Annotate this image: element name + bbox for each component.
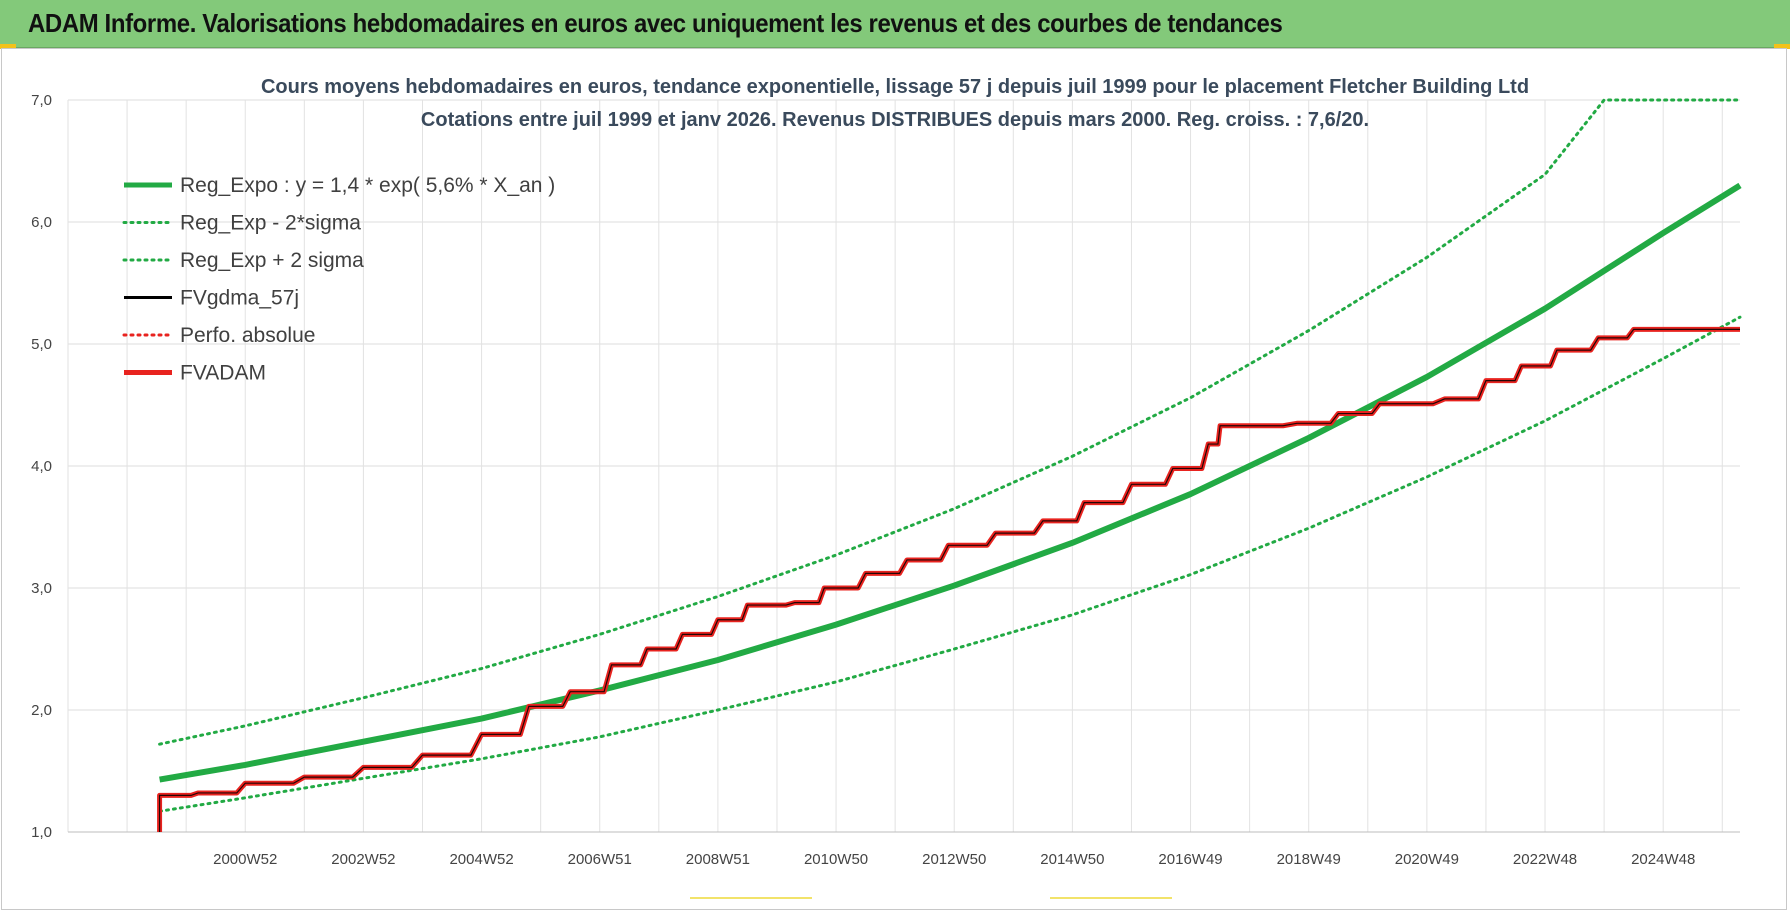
- series-line: [159, 182, 1742, 783]
- chart-subtitle: Cotations entre juil 1999 et janv 2026. …: [421, 109, 1369, 131]
- series-line-overlay: [158, 328, 1740, 832]
- y-tick-label: 4,0: [31, 458, 52, 475]
- chart-grid: [67, 99, 1740, 833]
- x-tick-label: 2000W52: [213, 851, 277, 868]
- series-line: [157, 326, 1740, 832]
- y-tick-label: 6,0: [31, 214, 52, 231]
- x-tick-label: 2020W49: [1395, 851, 1459, 868]
- legend-label: Reg_Exp + 2 sigma: [180, 249, 364, 272]
- legend-label: Perfo. absolue: [180, 324, 315, 347]
- bottom-marker-1: [690, 897, 812, 899]
- legend-label: FVADAM: [180, 362, 266, 385]
- x-tick-label: 2014W50: [1040, 851, 1104, 868]
- x-tick-label: 2012W50: [922, 851, 986, 868]
- y-tick-label: 1,0: [31, 824, 52, 841]
- y-axis-ticks: 1,0 2,0 3,0 4,0 5,0 6,0 7,0: [31, 92, 52, 841]
- x-tick-label: 2022W48: [1513, 851, 1577, 868]
- x-tick-label: 2006W51: [568, 851, 632, 868]
- series-line: [158, 98, 1742, 746]
- bottom-marker-2: [1050, 897, 1172, 899]
- chart-frame: [1, 48, 1787, 910]
- legend-label: Reg_Expo : y = 1,4 * exp( 5,6% * X_an ): [180, 174, 555, 197]
- report-banner: ADAM Informe. Valorisations hebdomadaire…: [0, 0, 1790, 48]
- corner-marker-left: [0, 44, 16, 49]
- legend-label: FVgdma_57j: [180, 287, 299, 310]
- series-line: [158, 328, 1740, 832]
- corner-marker-right: [1774, 44, 1790, 49]
- series-line: [158, 315, 1742, 813]
- chart-legend: Reg_Expo : y = 1,4 * exp( 5,6% * X_an ) R…: [122, 174, 555, 385]
- report-title: ADAM Informe. Valorisations hebdomadaire…: [28, 8, 1283, 38]
- x-tick-label: 2010W50: [804, 851, 868, 868]
- x-tick-label: 2018W49: [1277, 851, 1341, 868]
- chart-title: Cours moyens hebdomadaires en euros, ten…: [261, 76, 1529, 98]
- x-axis-ticks: 2000W52 2002W52 2004W52 2006W51 2008W51 2010W…: [213, 851, 1695, 868]
- y-tick-label: 3,0: [31, 580, 52, 597]
- legend-label: Reg_Exp - 2*sigma: [180, 212, 361, 235]
- y-tick-label: 7,0: [31, 92, 52, 109]
- series-lines: [157, 98, 1742, 832]
- x-tick-label: 2008W51: [686, 851, 750, 868]
- y-tick-label: 2,0: [31, 702, 52, 719]
- x-tick-label: 2004W52: [449, 851, 513, 868]
- y-tick-label: 5,0: [31, 336, 52, 353]
- x-tick-label: 2016W49: [1158, 851, 1222, 868]
- x-tick-label: 2002W52: [331, 851, 395, 868]
- x-tick-label: 2024W48: [1631, 851, 1695, 868]
